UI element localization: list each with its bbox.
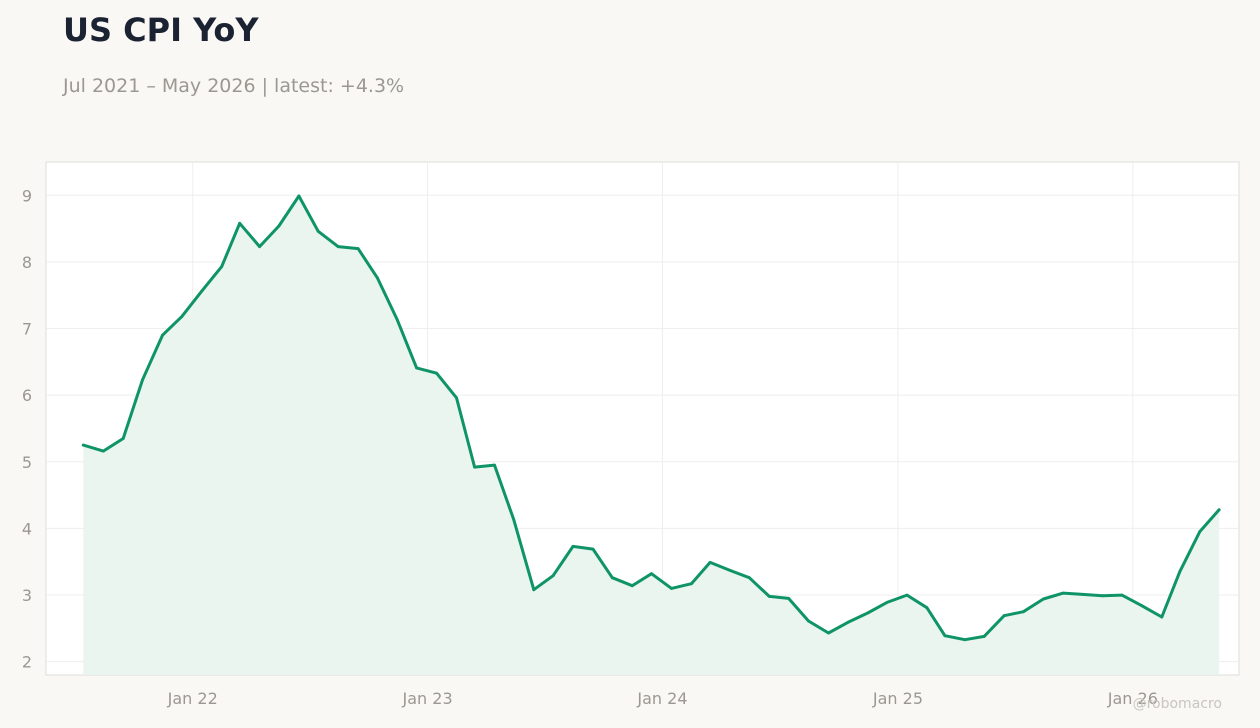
data-point bbox=[415, 366, 418, 370]
y-tick-label: 3 bbox=[22, 586, 32, 605]
data-point bbox=[297, 194, 301, 198]
data-point bbox=[376, 276, 379, 280]
data-point bbox=[161, 333, 164, 337]
x-tick-label: Jan 23 bbox=[402, 689, 453, 708]
data-point bbox=[708, 561, 712, 564]
data-point bbox=[1217, 508, 1221, 512]
data-point bbox=[532, 588, 536, 592]
data-point bbox=[690, 582, 693, 586]
data-point bbox=[316, 229, 320, 233]
data-point bbox=[336, 245, 340, 249]
data-point bbox=[846, 621, 850, 624]
y-tick-label: 8 bbox=[22, 253, 32, 272]
data-point bbox=[963, 638, 967, 642]
data-point bbox=[610, 576, 614, 580]
data-point bbox=[258, 245, 261, 249]
data-point bbox=[81, 443, 85, 447]
y-tick-label: 6 bbox=[22, 386, 32, 405]
y-tick-label: 2 bbox=[22, 653, 32, 672]
data-point bbox=[885, 601, 889, 604]
data-point bbox=[473, 465, 476, 469]
data-point bbox=[1002, 614, 1006, 618]
data-point bbox=[101, 449, 105, 453]
data-point bbox=[1081, 593, 1084, 596]
data-point bbox=[571, 545, 575, 548]
chart-title: US CPI YoY bbox=[63, 11, 259, 49]
x-tick-label: Jan 26 bbox=[1107, 689, 1158, 708]
data-point bbox=[356, 247, 360, 251]
data-point bbox=[866, 611, 870, 615]
data-point bbox=[650, 572, 653, 576]
data-point bbox=[943, 634, 947, 638]
data-point bbox=[551, 574, 555, 578]
data-point bbox=[200, 289, 204, 293]
data-point bbox=[435, 371, 438, 375]
x-tick-label: Jan 24 bbox=[636, 689, 687, 708]
x-tick-label: Jan 25 bbox=[872, 689, 923, 708]
data-point bbox=[220, 265, 224, 268]
data-point bbox=[141, 378, 144, 382]
y-tick-label: 7 bbox=[22, 320, 32, 339]
data-point bbox=[982, 635, 986, 638]
data-point bbox=[1178, 570, 1182, 574]
data-point bbox=[767, 595, 771, 598]
x-tick-label: Jan 22 bbox=[167, 689, 218, 708]
data-point bbox=[1042, 597, 1045, 601]
data-point bbox=[277, 224, 281, 228]
data-point bbox=[630, 584, 634, 588]
data-point bbox=[238, 221, 242, 225]
data-point bbox=[1140, 604, 1144, 608]
y-tick-label: 5 bbox=[22, 453, 32, 472]
y-tick-label: 4 bbox=[22, 519, 32, 538]
data-point bbox=[493, 463, 496, 467]
data-point bbox=[121, 437, 125, 440]
data-point bbox=[728, 569, 732, 572]
data-point bbox=[787, 597, 790, 600]
data-point bbox=[747, 576, 751, 580]
chart-subtitle: Jul 2021 – May 2026 | latest: +4.3% bbox=[63, 75, 405, 97]
data-point bbox=[180, 315, 184, 318]
data-point bbox=[1160, 615, 1164, 619]
data-point bbox=[1198, 530, 1202, 534]
y-tick-label: 9 bbox=[22, 186, 32, 205]
data-point bbox=[1120, 593, 1124, 597]
data-point bbox=[1101, 594, 1104, 598]
watermark: @robomacro bbox=[1132, 696, 1222, 712]
data-point bbox=[905, 593, 909, 597]
data-point bbox=[670, 587, 673, 590]
data-point bbox=[395, 318, 399, 322]
data-point bbox=[512, 518, 516, 522]
data-point bbox=[1022, 610, 1025, 614]
data-point bbox=[591, 547, 595, 551]
series-area-fill bbox=[83, 196, 1220, 675]
data-point bbox=[807, 619, 810, 623]
data-point bbox=[925, 606, 929, 610]
data-point bbox=[827, 631, 830, 635]
data-point bbox=[1061, 591, 1065, 595]
data-point bbox=[455, 396, 458, 400]
